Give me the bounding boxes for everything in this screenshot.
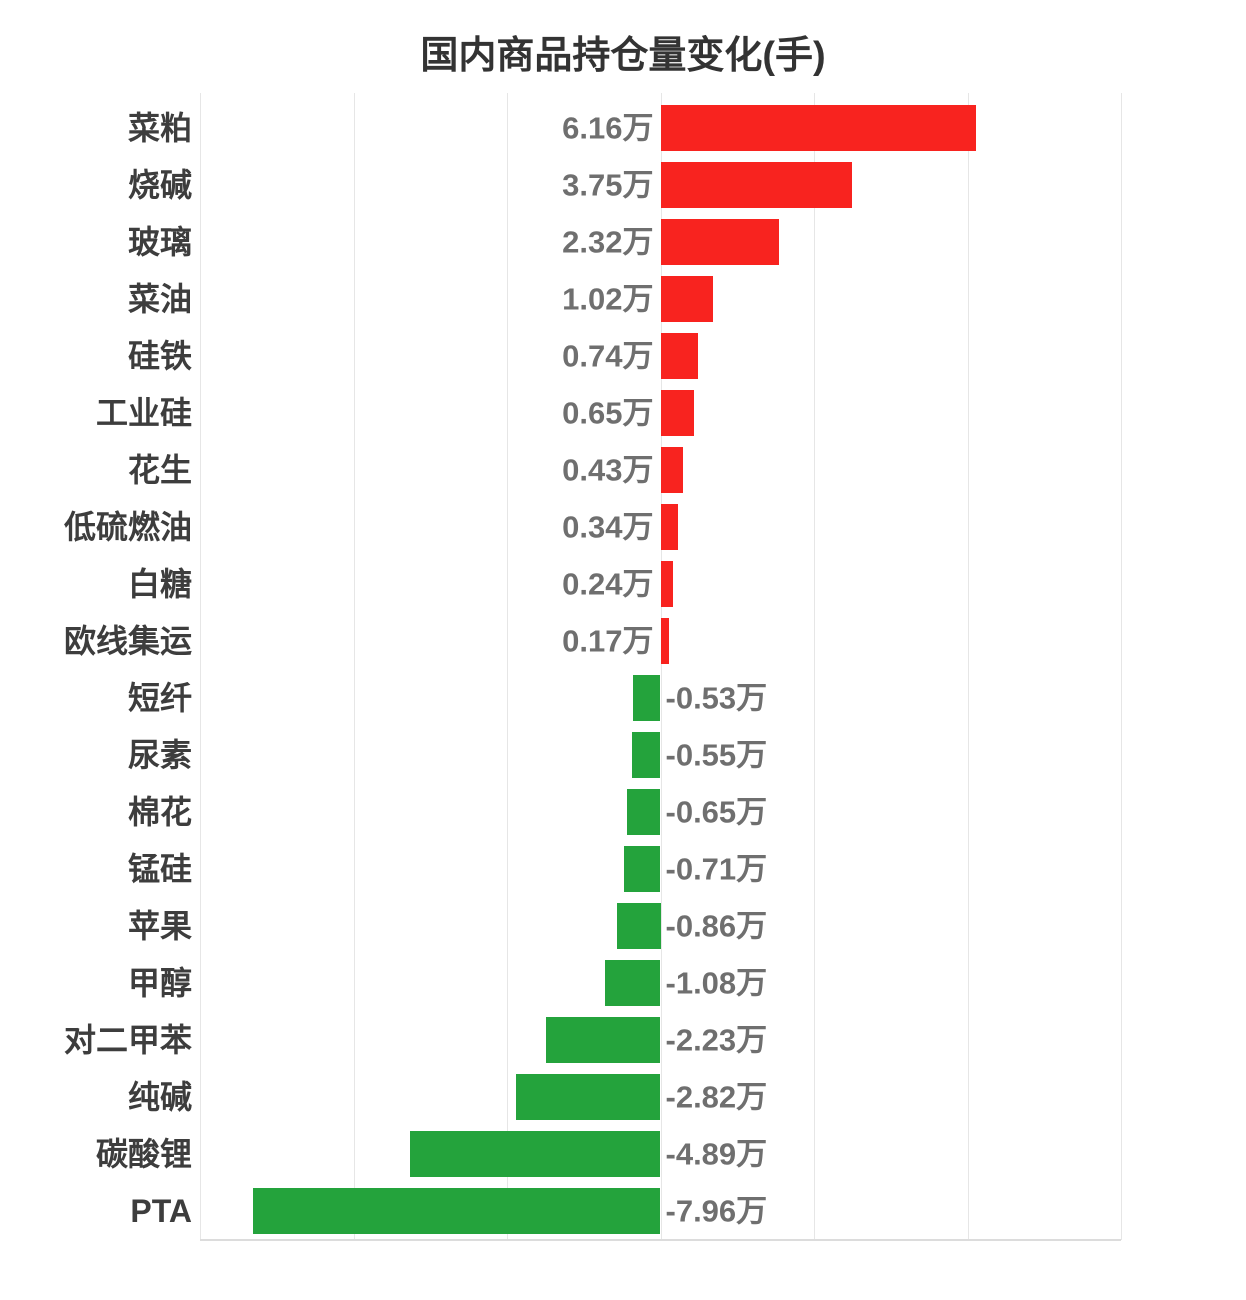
- category-label: 对二甲苯: [63, 1021, 192, 1058]
- category-label: 碳酸锂: [95, 1135, 192, 1172]
- gridline: [660, 93, 662, 1240]
- bar-negative: [627, 788, 661, 835]
- category-label: 欧线集运: [63, 622, 192, 659]
- category-label: 硅铁: [127, 337, 192, 374]
- category-label: 烧碱: [127, 166, 192, 203]
- value-label: 2.32万: [562, 224, 654, 259]
- bar-negative: [616, 902, 661, 949]
- value-label: 0.43万: [562, 452, 654, 487]
- bar-positive: [660, 161, 853, 208]
- bar-negative: [605, 959, 661, 1006]
- category-label: 棉花: [127, 793, 192, 830]
- bar-negative: [546, 1016, 661, 1063]
- value-label: -0.53万: [665, 680, 768, 715]
- category-label: 低硫燃油: [63, 508, 192, 545]
- bar-positive: [660, 503, 678, 550]
- chart-title: 国内商品持仓量变化(手): [420, 35, 826, 77]
- category-label: 工业硅: [95, 394, 192, 431]
- category-label: 短纤: [127, 679, 192, 716]
- category-label: 尿素: [127, 736, 192, 773]
- value-label: 0.24万: [562, 566, 654, 601]
- category-label: PTA: [130, 1192, 192, 1229]
- category-label: 纯碱: [127, 1078, 192, 1115]
- category-label: 菜油: [127, 280, 192, 317]
- bar-negative: [410, 1130, 661, 1177]
- value-label: -0.71万: [665, 851, 768, 886]
- gridline: [1121, 93, 1122, 1240]
- bar-positive: [660, 218, 780, 265]
- bar-positive: [660, 332, 699, 379]
- category-label: 锰硅: [127, 850, 192, 887]
- bar-positive: [660, 389, 694, 436]
- category-label: 甲醇: [127, 964, 192, 1001]
- value-label: 0.17万: [562, 623, 654, 658]
- category-label: 玻璃: [127, 223, 192, 260]
- value-label: -7.96万: [665, 1193, 768, 1228]
- bar-negative: [253, 1187, 661, 1234]
- gridline: [814, 93, 815, 1240]
- value-label: 1.02万: [562, 281, 654, 316]
- value-label: -0.55万: [665, 737, 768, 772]
- value-label: -1.08万: [665, 965, 768, 1000]
- value-label: -2.23万: [665, 1022, 768, 1057]
- bar-negative: [516, 1073, 661, 1120]
- value-label: 0.65万: [562, 395, 654, 430]
- gridline: [507, 93, 508, 1240]
- value-label: -4.89万: [665, 1136, 768, 1171]
- category-label: 花生: [127, 451, 192, 488]
- value-label: 3.75万: [562, 167, 654, 202]
- value-label: 0.74万: [562, 338, 654, 373]
- value-label: 6.16万: [562, 110, 654, 145]
- category-label: 苹果: [127, 907, 192, 944]
- bar-negative: [632, 731, 661, 778]
- bar-positive: [660, 617, 670, 664]
- bar-positive: [660, 560, 673, 607]
- value-label: -0.86万: [665, 908, 768, 943]
- category-label: 白糖: [127, 565, 192, 602]
- gridline: [200, 93, 201, 1240]
- bar-positive: [660, 446, 683, 493]
- value-label: -2.82万: [665, 1079, 768, 1114]
- value-label: -0.65万: [665, 794, 768, 829]
- gridline: [353, 93, 355, 1240]
- bar-positive: [660, 104, 976, 151]
- category-label: 菜粕: [127, 109, 192, 146]
- gridline: [967, 93, 969, 1240]
- bar-negative: [633, 674, 661, 721]
- value-label: 0.34万: [562, 509, 654, 544]
- bar-negative: [624, 845, 661, 892]
- bar-positive: [660, 275, 713, 322]
- x-axis-line: [200, 1239, 1121, 1241]
